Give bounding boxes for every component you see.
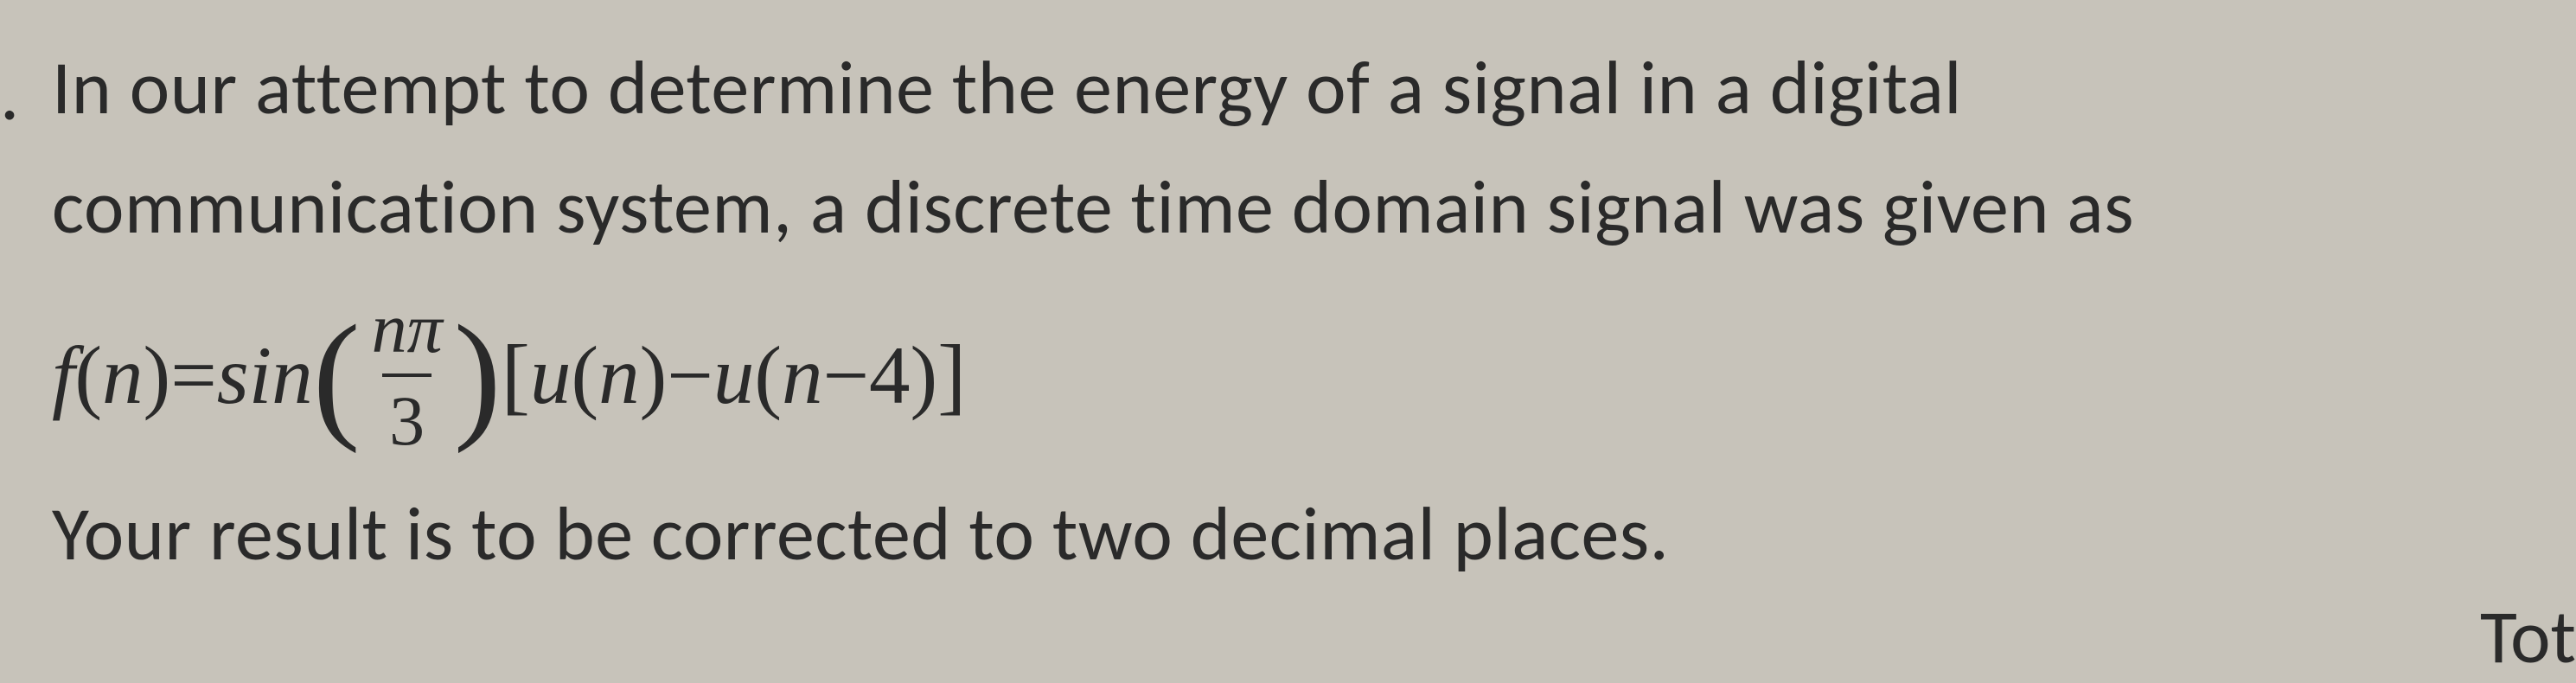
formula-big-rparen: ) — [454, 315, 502, 436]
formula-u2-lparen: ( — [754, 326, 782, 424]
math-formula: f(n) = sin ( nπ 3 ) [u(n) − u(n − 4)] — [52, 286, 2541, 463]
formula-u2-n: n — [782, 326, 823, 424]
formula-lbracket: [ — [502, 323, 530, 427]
formula-lhs-f: f — [52, 326, 74, 424]
formula-rparen: ) — [144, 326, 171, 424]
formula-four: 4 — [869, 326, 911, 424]
formula-sin: sin — [217, 326, 313, 424]
formula-u1-lparen: ( — [571, 326, 598, 424]
formula-equals: = — [170, 326, 217, 424]
fraction-denominator: 3 — [382, 373, 431, 463]
formula-fraction: nπ 3 — [365, 286, 450, 463]
paragraph-line-1: In our attempt to determine the energy o… — [52, 35, 2541, 141]
formula-minus2: − — [822, 326, 869, 424]
formula-lhs-n: n — [102, 326, 144, 424]
formula-minus1: − — [667, 326, 713, 424]
formula-u2-rparen: ) — [911, 326, 938, 424]
numerator-n: n — [372, 289, 407, 367]
document-body: . In our attempt to determine the energy… — [0, 0, 2576, 587]
formula-u1-rparen: ) — [640, 326, 668, 424]
numerator-pi: π — [407, 289, 443, 367]
formula-u1: u — [530, 326, 572, 424]
formula-u2: u — [713, 326, 755, 424]
paragraph-line-2: communication system, a discrete time do… — [52, 154, 2541, 260]
formula-lparen: ( — [74, 326, 102, 424]
formula-big-lparen: ( — [313, 315, 361, 436]
formula-u1-n: n — [598, 326, 640, 424]
paragraph-line-4: Your result is to be corrected to two de… — [52, 481, 2541, 587]
fraction-numerator: nπ — [365, 286, 450, 373]
bullet-point: . — [0, 47, 19, 140]
corner-partial-text: Tot — [2480, 590, 2576, 683]
formula-rbracket: ] — [937, 323, 966, 427]
